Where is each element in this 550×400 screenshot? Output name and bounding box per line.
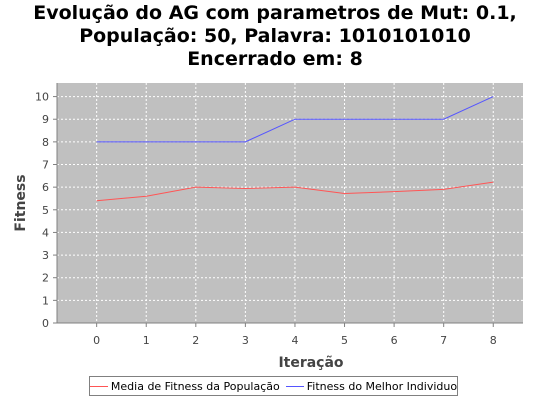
chart-title-line-2: População: 50, Palavra: 1010101010 — [79, 25, 471, 47]
series-lines — [96, 96, 494, 202]
legend-label-average: Media de Fitness da População — [110, 379, 280, 393]
legend-entry-best: Fitness do Melhor Individuo — [285, 379, 458, 393]
y-tick-label: 0 — [42, 317, 49, 330]
legend-entry-average: Media de Fitness da População — [89, 379, 280, 393]
series-best-fitness-line — [96, 96, 494, 143]
x-tick-label: 4 — [291, 334, 298, 347]
x-tick-label: 5 — [341, 334, 348, 347]
x-axis-label: Iteração — [278, 355, 343, 371]
y-tick-label: 7 — [42, 159, 49, 172]
y-axis-label: Fitness — [13, 174, 29, 231]
x-tick-label: 1 — [143, 334, 150, 347]
y-tick-label: 1 — [42, 294, 49, 307]
chart-title-line-3: Encerrado em: 8 — [187, 48, 363, 70]
axes: 0 1 2 3 4 5 6 7 8 0 1 2 3 4 5 6 7 8 9 10 — [35, 83, 523, 347]
y-tick-label: 2 — [42, 272, 49, 285]
y-tick-label: 6 — [42, 181, 49, 194]
legend-swatch-average — [89, 385, 108, 387]
legend-label-best: Fitness do Melhor Individuo — [306, 379, 458, 393]
x-tick-label: 8 — [490, 334, 497, 347]
x-tick-label: 7 — [440, 334, 447, 347]
chart-title-line-1: Evolução do AG com parametros de Mut: 0.… — [33, 2, 517, 24]
y-tick-label: 9 — [42, 113, 49, 126]
legend-swatch-best — [285, 385, 304, 387]
legend: Media de Fitness da População Fitness do… — [89, 376, 458, 396]
y-tick-label: 5 — [42, 204, 49, 217]
y-tick-label: 4 — [42, 226, 49, 239]
y-tick-label: 8 — [42, 136, 49, 149]
y-tick-label: 10 — [35, 91, 49, 104]
chart-title: Evolução do AG com parametros de Mut: 0.… — [0, 2, 550, 71]
x-tick-label: 2 — [192, 334, 199, 347]
x-tick-label: 3 — [242, 334, 249, 347]
plot-area — [57, 83, 523, 323]
series-average-fitness-line — [96, 181, 494, 202]
x-tick-label: 6 — [391, 334, 398, 347]
y-tick-label: 3 — [42, 249, 49, 262]
x-tick-label: 0 — [93, 334, 100, 347]
